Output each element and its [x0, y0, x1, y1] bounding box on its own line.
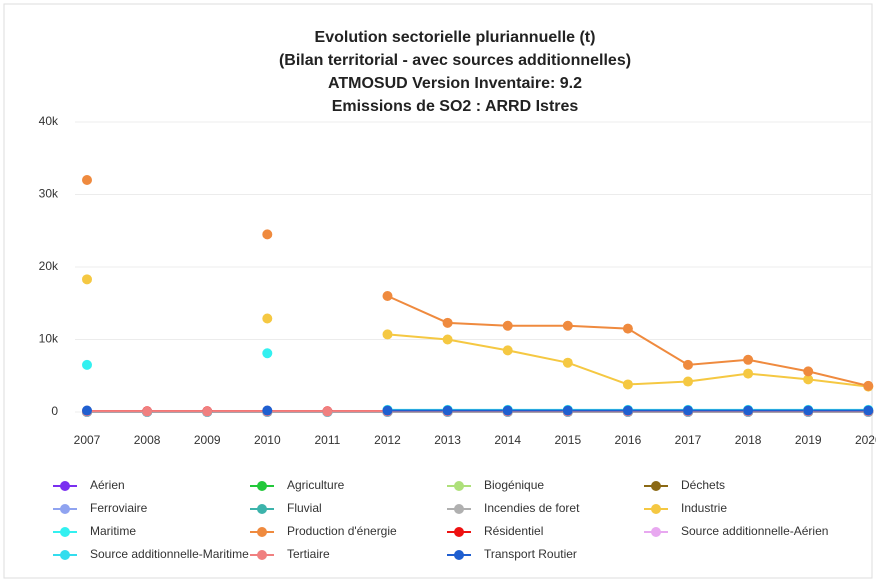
- point-marker: [262, 348, 273, 359]
- y-tick-label: 0: [51, 404, 58, 418]
- legend-label: Source additionnelle-Maritime: [90, 547, 249, 561]
- point-marker: [562, 405, 573, 416]
- legend-label: Agriculture: [287, 478, 345, 492]
- legend-label: Source additionnelle-Aérien: [681, 524, 828, 538]
- chart-subtitle: (Bilan territorial - avec sources additi…: [279, 52, 631, 69]
- point-marker: [683, 376, 693, 387]
- point-marker: [262, 313, 273, 324]
- point-marker: [803, 374, 814, 385]
- point-marker: [442, 405, 453, 416]
- point-marker: [622, 379, 633, 390]
- legend-marker: [257, 481, 267, 491]
- legend-label: Incendies de foret: [484, 501, 580, 515]
- x-tick-label: 2016: [615, 433, 642, 447]
- chart-subtitle: Emissions de SO2 : ARRD Istres: [332, 98, 579, 115]
- legend-marker: [257, 527, 267, 537]
- point-marker: [863, 380, 874, 391]
- point-marker: [382, 405, 393, 416]
- x-tick-label: 2015: [554, 433, 581, 447]
- legend-marker: [60, 527, 70, 537]
- legend-label: Tertiaire: [287, 547, 330, 561]
- point-marker: [82, 405, 92, 416]
- point-marker: [502, 345, 513, 356]
- legend-marker: [651, 481, 661, 491]
- point-marker: [322, 406, 333, 417]
- legend-marker: [651, 527, 661, 537]
- legend-marker: [651, 504, 661, 514]
- legend-marker: [60, 550, 70, 560]
- y-tick-label: 20k: [39, 259, 59, 273]
- x-tick-label: 2011: [314, 433, 340, 447]
- point-marker: [82, 175, 92, 185]
- legend-label: Production d'énergie: [287, 524, 397, 538]
- x-tick-label: 2009: [194, 433, 221, 447]
- legend-label: Résidentiel: [484, 524, 543, 538]
- y-tick-label: 40k: [39, 114, 59, 128]
- x-tick-label: 2012: [374, 433, 401, 447]
- point-marker: [562, 357, 573, 368]
- legend-label: Aérien: [90, 478, 125, 492]
- y-tick-label: 30k: [39, 187, 59, 201]
- x-tick-label: 2007: [74, 433, 101, 447]
- point-marker: [562, 320, 573, 331]
- point-marker: [442, 317, 453, 328]
- point-marker: [622, 323, 633, 334]
- point-marker: [743, 405, 754, 416]
- point-marker: [442, 334, 453, 345]
- legend-label: Maritime: [90, 524, 136, 538]
- chart-subtitle: ATMOSUD Version Inventaire: 9.2: [328, 75, 582, 92]
- point-marker: [863, 405, 874, 416]
- x-tick-label: 2013: [434, 433, 461, 447]
- point-marker: [622, 405, 633, 416]
- point-marker: [743, 354, 754, 365]
- legend-marker: [257, 504, 267, 514]
- y-tick-label: 10k: [39, 332, 59, 346]
- point-marker: [683, 359, 693, 370]
- x-tick-label: 2014: [494, 433, 521, 447]
- point-marker: [82, 274, 92, 285]
- legend-label: Ferroviaire: [90, 501, 148, 515]
- legend-marker: [454, 550, 464, 560]
- legend-marker: [454, 504, 464, 514]
- chart-title: Evolution sectorielle pluriannuelle (t): [315, 29, 596, 46]
- point-marker: [803, 405, 814, 416]
- legend-marker: [60, 481, 70, 491]
- legend-label: Transport Routier: [484, 547, 577, 561]
- legend-label: Industrie: [681, 501, 727, 515]
- legend-label: Fluvial: [287, 501, 322, 515]
- point-marker: [382, 291, 393, 301]
- card: [3, 3, 873, 579]
- legend-marker: [60, 504, 70, 514]
- x-tick-label: 2020: [855, 433, 876, 447]
- legend-marker: [454, 481, 464, 491]
- legend-label: Biogénique: [484, 478, 544, 492]
- x-tick-label: 2010: [254, 433, 281, 447]
- x-tick-label: 2008: [134, 433, 161, 447]
- point-marker: [262, 229, 273, 240]
- legend-marker: [257, 550, 267, 560]
- point-marker: [803, 366, 814, 377]
- x-tick-label: 2017: [675, 433, 702, 447]
- x-tick-label: 2018: [735, 433, 762, 447]
- point-marker: [502, 405, 513, 416]
- point-marker: [262, 405, 273, 416]
- point-marker: [683, 405, 693, 416]
- point-marker: [202, 406, 213, 417]
- point-marker: [502, 320, 513, 331]
- point-marker: [142, 406, 153, 417]
- point-marker: [743, 368, 754, 379]
- x-tick-label: 2019: [795, 433, 822, 447]
- legend-marker: [454, 527, 464, 537]
- point-marker: [382, 329, 393, 340]
- point-marker: [82, 359, 92, 370]
- legend-label: Déchets: [681, 478, 725, 492]
